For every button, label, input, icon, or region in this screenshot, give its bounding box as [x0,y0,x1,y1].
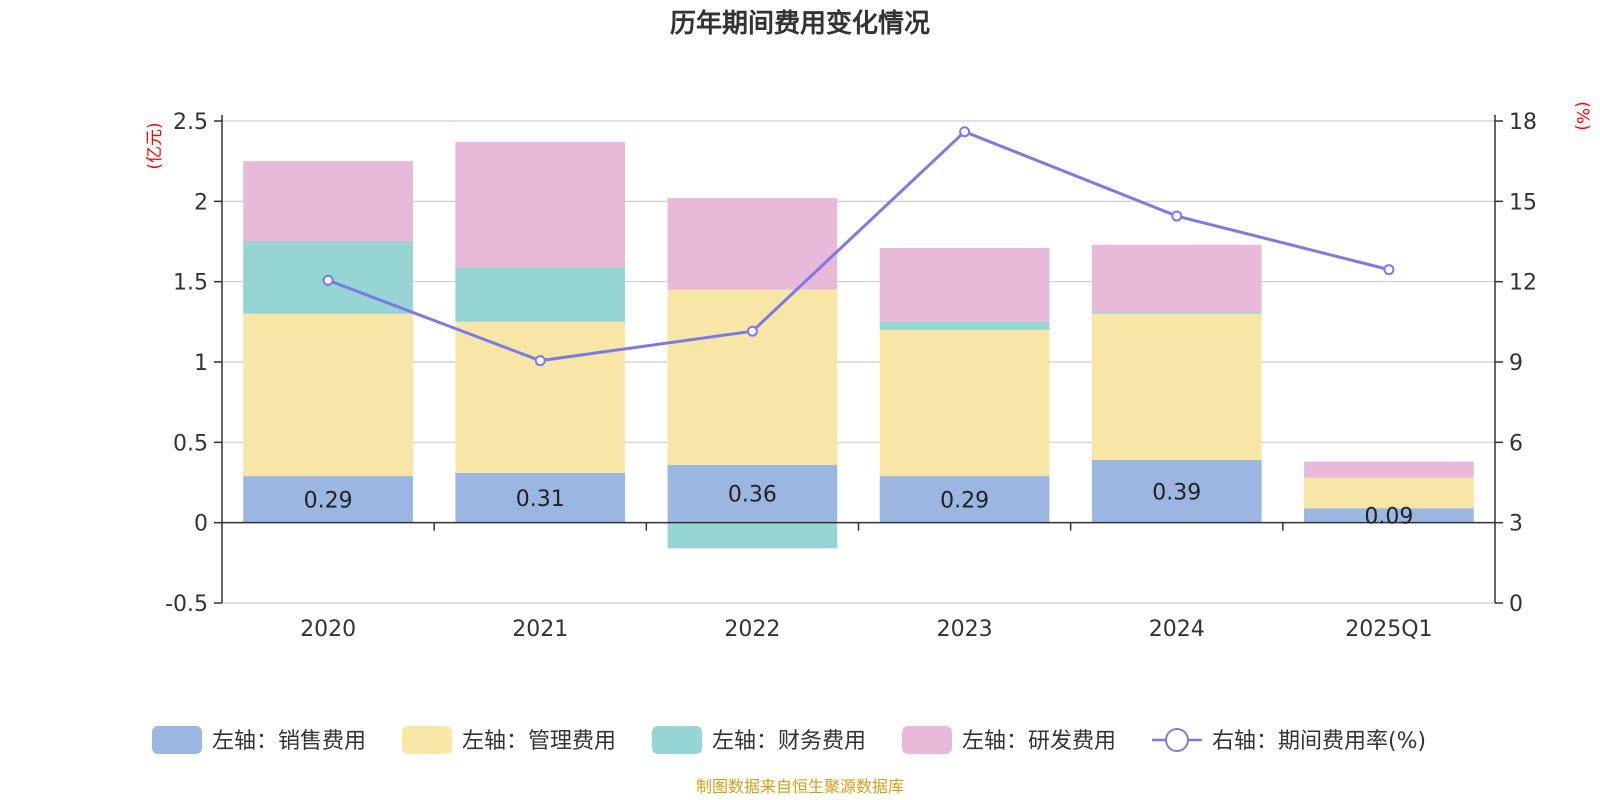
legend: 左轴：销售费用 左轴：管理费用 左轴：财务费用 左轴：研发费用 右轴：期间费用率(%) [152,726,1426,754]
bar-segment [243,161,413,242]
rate-point [322,274,334,286]
x-tick-label: 2020 [300,617,356,642]
legend-label: 左轴：财务费用 [712,729,866,754]
rate-point [534,355,546,367]
legend-label: 右轴：期间费用率(%) [1212,729,1426,754]
source-note: 制图数据来自恒生聚源数据库 [696,777,904,796]
bar-data-label: 0.39 [1152,480,1201,505]
bar-segment [667,198,838,290]
right-tick-label: 15 [1509,190,1537,215]
right-tick-label: 18 [1509,110,1537,135]
bar-data-label: 0.29 [304,488,353,513]
legend-label: 左轴：销售费用 [212,729,366,754]
left-tick-label: 1.5 [173,271,208,296]
legend-swatch [402,726,452,754]
left-tick-label: 2.5 [173,110,208,135]
bar-segment [243,476,413,523]
bar-segment [879,329,1050,477]
right-tick-label: 0 [1509,592,1523,617]
bar-segment [1091,313,1262,461]
bar-segment [879,247,1050,322]
bars [243,141,1474,549]
right-tick-label: 6 [1509,431,1523,456]
rate-point [1383,264,1395,276]
bar-data-label: 0.31 [516,487,565,512]
right-tick-label: 12 [1509,271,1537,296]
bar-data-label: 0.29 [940,488,989,513]
x-tick-label: 2021 [512,617,568,642]
legend-label: 左轴：研发费用 [962,729,1116,754]
right-tick-label: 9 [1509,351,1523,376]
bar-segment [1304,477,1474,509]
bar-segment [455,267,626,322]
legend-marker [1165,728,1189,752]
left-axis-unit: (亿元) [145,122,165,169]
rate-point [1171,210,1183,222]
axes: -0.5 0 0.5 1 1.5 2 2.5 0 3 6 9 12 15 18 2020 2021 2022 20… [165,110,1537,642]
bar-data-label: 0.09 [1364,504,1413,529]
rate-line [322,126,1395,367]
rate-point [959,126,971,138]
legend-swatch [152,726,202,754]
chart-title: 历年期间费用变化情况 [670,8,930,39]
legend-label: 左轴：管理费用 [462,729,616,754]
rate-line-path [327,129,1390,363]
x-tick-label: 2023 [937,617,993,642]
x-tick-label: 2024 [1149,617,1205,642]
right-tick-label: 3 [1509,512,1523,537]
bar-segment [879,321,1050,330]
bar-segment [1091,244,1262,313]
left-tick-label: 1 [194,351,208,376]
bar-segment [455,141,626,268]
bar-segment [1304,508,1474,523]
bar-segment [455,321,626,473]
bar-segment [455,472,626,523]
bar-segment [1091,460,1262,523]
bar-segment [1091,312,1262,314]
left-tick-label: 0.5 [173,431,208,456]
rate-point [746,325,758,337]
bar-segment [667,464,838,523]
bar-data-label: 0.36 [728,483,777,508]
left-tick-label: 0 [194,512,208,537]
legend-swatch [652,726,702,754]
x-tick-label: 2025Q1 [1345,617,1432,642]
bar-segment [879,476,1050,523]
left-tick-label: 2 [194,190,208,215]
data-labels: 0.29 0.31 0.36 0.29 0.39 0.09 [304,480,1414,529]
x-tick-label: 2022 [724,617,780,642]
bar-segment [667,289,838,465]
bar-segment [243,313,413,477]
right-axis-unit: (%) [1572,101,1592,130]
legend-swatch [902,726,952,754]
bar-segment [1304,461,1474,478]
left-tick-label: -0.5 [165,592,208,617]
bar-segment [667,522,838,549]
